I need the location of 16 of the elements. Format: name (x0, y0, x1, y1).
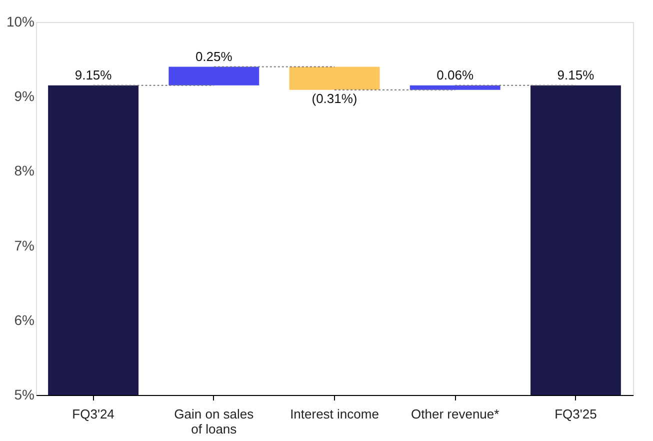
data-label: 0.25% (195, 48, 233, 64)
y-tick-label: 9% (14, 88, 34, 104)
y-tick-label: 8% (14, 162, 34, 179)
y-tick-label: 7% (14, 237, 34, 254)
x-tick-label: FQ3'24 (72, 406, 114, 422)
data-label: 0.06% (436, 67, 474, 82)
x-tick-label: Other revenue* (411, 406, 500, 422)
data-label: 9.15% (74, 67, 112, 82)
x-tick-label: FQ3'25 (554, 406, 597, 422)
y-tick-label: 10% (6, 14, 34, 30)
data-label: (0.31%) (312, 90, 358, 106)
x-tick-label: Interest income (290, 406, 379, 422)
x-tick-label: Gain on sales of loans (174, 406, 254, 436)
y-tick-label: 6% (14, 312, 34, 328)
y-tick-label: 5% (14, 386, 34, 402)
data-label: 9.15% (557, 67, 595, 82)
